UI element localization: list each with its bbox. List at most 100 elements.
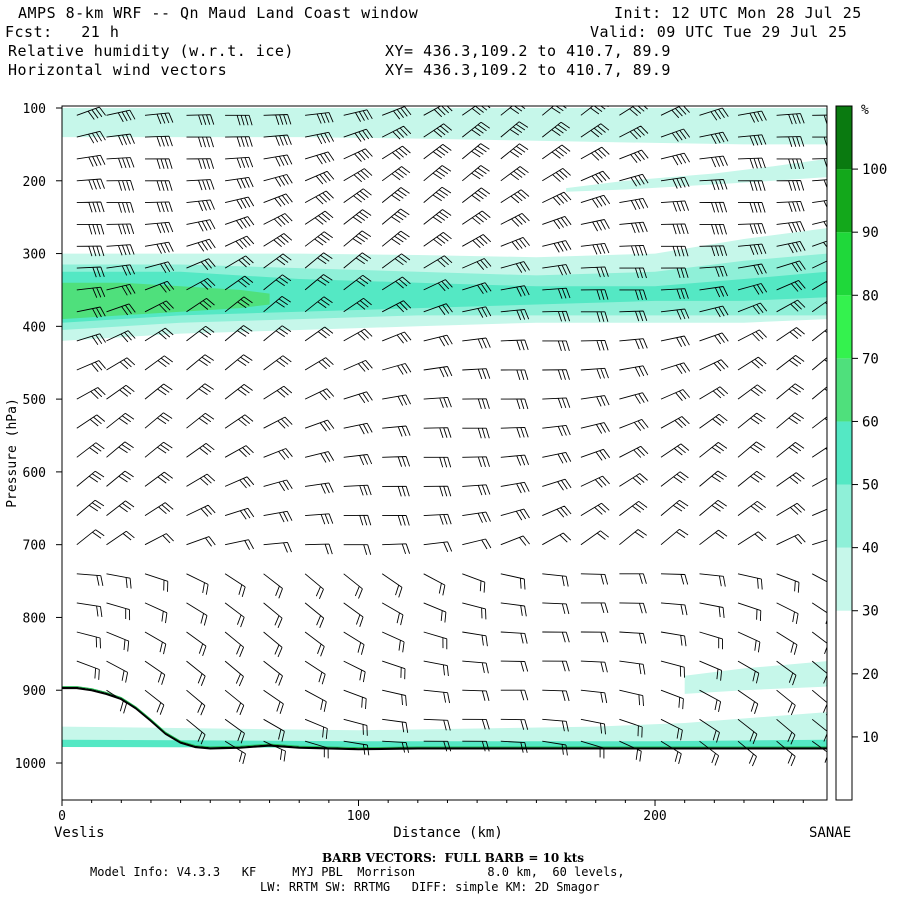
wind-barb (737, 263, 767, 275)
wind-barb (263, 233, 293, 248)
wind-barb (423, 660, 449, 677)
wind-barb (660, 362, 691, 375)
wind-barb (423, 456, 452, 468)
wind-barb (76, 602, 103, 618)
wind-barb (542, 168, 571, 182)
wind-barb (737, 157, 766, 169)
wind-barb (811, 280, 827, 291)
wind-barb (776, 327, 805, 342)
wind-barb (660, 718, 683, 741)
wind-barb (542, 451, 572, 464)
field-label-rh: Relative humidity (w.r.t. ice) (8, 42, 294, 60)
wind-barb (76, 414, 106, 429)
wind-barb (776, 412, 804, 429)
wind-barb (106, 384, 135, 400)
wind-barb (144, 471, 173, 487)
wind-barb (776, 602, 799, 624)
wind-barb (263, 718, 285, 742)
wind-barb (737, 660, 760, 684)
wind-barb (737, 356, 767, 371)
wind-barb (382, 631, 405, 653)
wind-barb (580, 502, 610, 516)
wind-barb (76, 442, 105, 458)
xy-coordinates-wind: XY= 436.3,109.2 to 410.7, 89.9 (385, 61, 671, 79)
y-tick-label: 500 (23, 393, 46, 408)
wind-barb (186, 631, 207, 657)
wind-barb (699, 386, 729, 400)
wind-barb (343, 689, 367, 710)
wind-barb (304, 602, 325, 628)
wind-barb (699, 286, 729, 298)
wind-barb (811, 386, 827, 400)
colorbar-segment (836, 736, 852, 800)
wind-barb (812, 114, 827, 126)
wind-barb (699, 223, 727, 235)
y-tick-label: 100 (23, 102, 46, 117)
wind-barb (382, 485, 410, 497)
wind-barb (263, 448, 293, 460)
wind-barb (144, 383, 173, 400)
wind-barb (224, 740, 246, 765)
wind-barb (343, 230, 372, 247)
colorbar-frame (835, 105, 853, 801)
colorbar-segment (836, 421, 852, 485)
wind-barb (699, 660, 723, 681)
wind-barb (776, 689, 796, 716)
wind-barb (106, 631, 130, 652)
wind-barb (811, 328, 827, 342)
wind-barb (776, 221, 806, 233)
wind-barb (699, 529, 728, 546)
wind-barb (737, 441, 766, 458)
wind-barb (811, 602, 827, 625)
wind-barb (423, 106, 453, 118)
wind-barb (580, 266, 609, 278)
wind-barb (106, 202, 134, 213)
wind-barb (660, 740, 682, 765)
wind-barb (343, 188, 372, 203)
wind-barb (660, 660, 685, 678)
wind-barb (737, 384, 766, 400)
wind-barb (812, 240, 827, 248)
wind-barb (76, 387, 106, 400)
wind-barb (186, 504, 216, 517)
wind-barb (305, 513, 334, 525)
wind-barb (619, 244, 648, 256)
wind-barb (776, 502, 806, 516)
wind-barb (812, 539, 827, 546)
wind-barb (462, 740, 490, 752)
wind-barb (225, 539, 254, 550)
wind-barb (500, 213, 530, 227)
wind-barb (224, 660, 244, 687)
wind-barb (776, 200, 805, 212)
wind-barb (305, 482, 334, 494)
wind-barb (304, 296, 333, 313)
wind-barb (580, 718, 606, 735)
wind-barb (737, 718, 758, 745)
wind-barb (500, 398, 529, 410)
wind-barb (619, 718, 643, 738)
wind-barb (580, 242, 610, 255)
wind-barb (500, 121, 529, 138)
wind-barb (660, 176, 690, 189)
wind-barb (76, 631, 101, 649)
wind-barb (580, 146, 610, 161)
wind-barb (500, 689, 529, 701)
wind-barb (304, 190, 334, 205)
wind-barb (423, 186, 452, 203)
wind-barb (144, 502, 174, 516)
wind-barb (619, 125, 649, 140)
wind-barb (381, 253, 411, 269)
wind-barb (144, 241, 174, 254)
wind-barb (462, 718, 490, 730)
wind-barb (737, 602, 762, 622)
wind-barb (381, 602, 404, 626)
wind-barb (423, 602, 447, 623)
wind-barb (500, 602, 527, 617)
wind-barb (660, 223, 689, 235)
wind-barb (462, 306, 492, 318)
colorbar-segment (836, 169, 852, 233)
wind-barb (660, 389, 691, 401)
wind-barb (619, 197, 649, 211)
wind-barb (106, 689, 128, 714)
wind-barb (580, 123, 610, 138)
